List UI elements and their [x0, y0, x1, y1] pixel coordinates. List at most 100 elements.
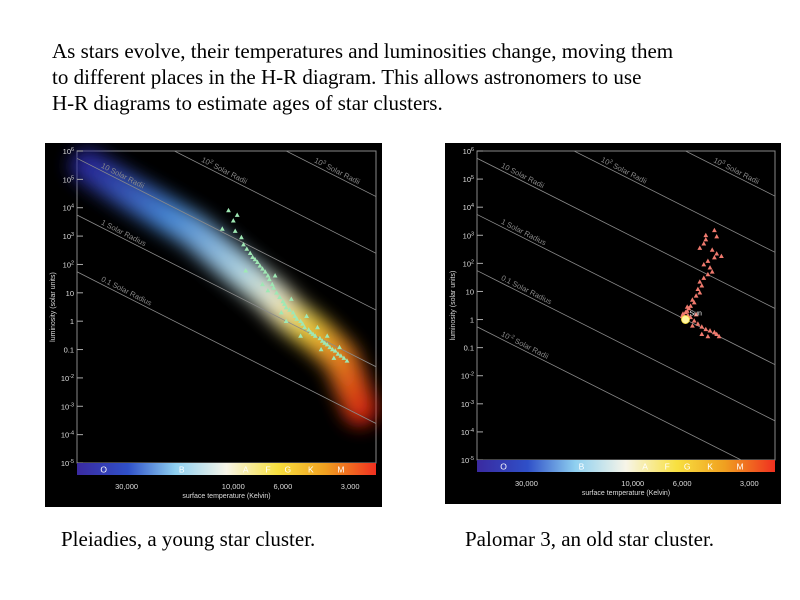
y-tick-label: 10 — [466, 287, 474, 296]
caption-pleiades: Pleiadies, a young star cluster. — [61, 527, 316, 551]
y-tick-label: 10-2 — [61, 374, 74, 383]
sun-marker — [681, 315, 690, 324]
data-point — [310, 331, 316, 336]
data-point — [684, 304, 690, 309]
y-axis-label: luminosity (solar units) — [450, 271, 457, 341]
data-point — [272, 273, 278, 278]
data-point — [701, 241, 707, 246]
radius-line — [77, 214, 376, 368]
data-point — [714, 251, 720, 256]
data-point — [232, 228, 238, 233]
data-point — [322, 340, 328, 345]
data-point — [703, 237, 709, 242]
spectral-class-label: F — [265, 465, 270, 475]
data-point — [288, 296, 294, 301]
data-point — [315, 324, 320, 330]
data-point — [338, 353, 344, 358]
data-point — [262, 269, 268, 274]
spectral-gradient — [77, 463, 376, 475]
y-tick-label: 10-5 — [61, 459, 74, 468]
y-tick-label: 106 — [463, 147, 474, 156]
data-point — [705, 271, 711, 277]
data-point — [693, 312, 699, 317]
data-point — [699, 331, 705, 336]
x-axis-label: surface temperature (Kelvin) — [582, 490, 670, 497]
radius-line — [477, 214, 775, 366]
data-point — [290, 310, 296, 315]
data-point — [241, 242, 246, 247]
spectral-class-label: K — [707, 462, 713, 472]
data-point — [265, 273, 271, 278]
data-point — [703, 326, 709, 332]
y-tick-label: 102 — [463, 259, 474, 268]
data-point — [712, 329, 717, 335]
data-point — [324, 342, 330, 347]
data-point — [271, 285, 276, 290]
spectral-class-label: O — [100, 465, 107, 475]
x-tick-label: 10,000 — [621, 479, 644, 488]
data-point — [277, 294, 283, 299]
y-tick-label: 10-5 — [461, 456, 474, 465]
data-point — [318, 346, 324, 352]
spectral-class-label: A — [243, 465, 249, 475]
y-tick-label: 103 — [63, 232, 74, 241]
data-point — [255, 259, 260, 264]
data-point — [250, 254, 255, 259]
y-tick-label: 10-4 — [461, 428, 474, 437]
x-tick-label: 3,000 — [341, 482, 360, 491]
y-tick-label: 10-3 — [461, 400, 474, 409]
y-tick-label: 0.1 — [464, 344, 474, 353]
spectral-class-label: O — [500, 462, 507, 472]
data-point — [330, 346, 335, 352]
data-point — [239, 234, 244, 240]
data-point — [308, 329, 314, 335]
data-point — [695, 321, 701, 326]
intro-line-3: H-R diagrams to estimate ages of star cl… — [52, 91, 443, 115]
x-tick-label: 6,000 — [673, 479, 692, 488]
data-point — [699, 324, 705, 329]
data-point — [292, 313, 298, 318]
data-point — [714, 331, 720, 336]
data-point — [697, 245, 703, 250]
data-point — [699, 283, 705, 288]
spectral-class-label: B — [579, 462, 585, 472]
y-tick-label: 105 — [63, 175, 74, 184]
radius-line — [77, 157, 376, 311]
radius-line — [684, 151, 775, 197]
data-point — [265, 288, 271, 293]
data-point — [701, 275, 707, 280]
x-tick-label: 6,000 — [273, 482, 292, 491]
y-tick-label: 10-3 — [61, 402, 74, 411]
radius-line — [77, 271, 376, 424]
intro-line-2: to different places in the H-R diagram. … — [52, 65, 642, 89]
radius-line — [173, 151, 376, 254]
y-tick-label: 103 — [463, 231, 474, 240]
spectral-class-label: F — [665, 462, 670, 472]
y-tick-label: 102 — [63, 260, 74, 269]
x-tick-label: 10,000 — [222, 482, 245, 491]
data-point — [317, 335, 323, 341]
y-tick-label: 106 — [63, 147, 74, 156]
data-point — [712, 255, 717, 260]
data-point — [707, 265, 713, 270]
y-tick-label: 10 — [66, 289, 74, 298]
data-point — [234, 212, 240, 217]
data-point — [691, 300, 697, 305]
spectral-class-label: M — [737, 462, 744, 472]
data-point — [294, 316, 300, 321]
data-point — [709, 247, 715, 252]
data-point — [337, 344, 342, 350]
radius-line — [477, 157, 775, 309]
data-point — [287, 307, 292, 312]
data-point — [683, 309, 688, 315]
x-axis: 30,000 10,000 6,000 3,000 — [115, 482, 359, 491]
spectral-gradient — [477, 460, 775, 472]
caption-palomar3: Palomar 3, an old star cluster. — [465, 527, 715, 551]
data-point — [282, 301, 287, 306]
y-tick-label: 105 — [463, 175, 474, 184]
data-point — [298, 333, 303, 338]
data-point — [302, 324, 307, 330]
data-point — [298, 318, 303, 323]
